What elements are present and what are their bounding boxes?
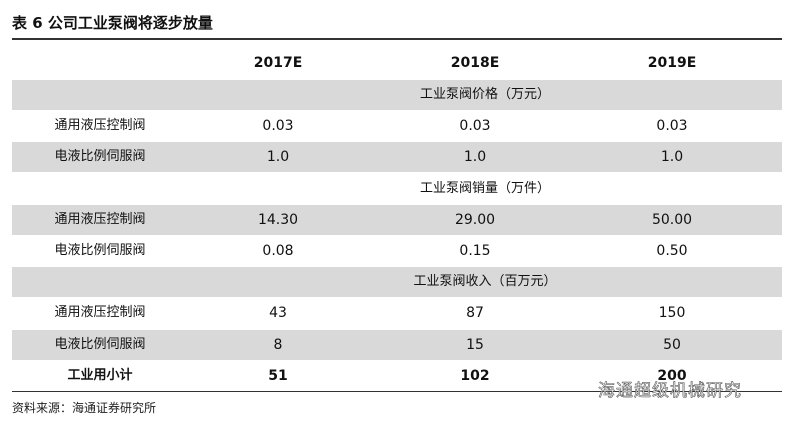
value-cell: 200 xyxy=(657,367,687,384)
value-cell: 8 xyxy=(273,336,283,353)
subtotal-row: 工业用小计 51 102 200 xyxy=(12,360,782,391)
value-cell: 1.0 xyxy=(463,149,487,166)
row-label: 通用液压控制阀 xyxy=(54,211,146,227)
value-cell: 51 xyxy=(268,367,288,384)
value-cell: 0.03 xyxy=(459,118,491,135)
value-cell: 29.00 xyxy=(454,211,496,228)
table-title: 表 6 公司工业泵阀将逐步放量 xyxy=(12,14,213,32)
value-cell: 15 xyxy=(466,336,484,353)
row-label: 工业用小计 xyxy=(67,367,133,383)
column-header: 2017E xyxy=(253,55,303,71)
section-row: 工业泵阀收入（百万元） xyxy=(12,267,782,298)
row-label: 通用液压控制阀 xyxy=(54,305,146,321)
row-label: 电液比例伺服阀 xyxy=(54,149,146,165)
value-cell: 0.03 xyxy=(656,118,688,135)
value-cell: 50.00 xyxy=(651,211,693,228)
data-row: 通用液压控制阀 14.30 29.00 50.00 xyxy=(12,204,782,235)
row-label: 电液比例伺服阀 xyxy=(54,336,146,352)
watermark: 海通超级机械研究 xyxy=(598,381,742,402)
header-row: 2017E 2018E 2019E xyxy=(12,48,782,78)
value-cell: 50 xyxy=(663,336,681,353)
section-title: 工业泵阀价格（万元） xyxy=(419,87,550,102)
value-cell: 1.0 xyxy=(660,149,684,166)
bottom-rule xyxy=(12,391,782,392)
section-row: 工业泵阀价格（万元） xyxy=(12,80,782,110)
data-row: 通用液压控制阀 0.03 0.03 0.03 xyxy=(12,111,782,142)
value-cell: 0.08 xyxy=(262,243,294,259)
value-cell: 0.15 xyxy=(459,243,491,259)
row-label: 电液比例伺服阀 xyxy=(54,243,146,258)
value-cell: 0.50 xyxy=(656,243,688,259)
section-title: 工业泵阀收入（百万元） xyxy=(413,274,557,290)
value-cell: 0.03 xyxy=(262,118,294,135)
value-cell: 1.0 xyxy=(266,149,290,166)
data-row: 通用液压控制阀 43 87 150 xyxy=(12,298,782,329)
column-header: 2019E xyxy=(647,55,697,71)
value-cell: 14.30 xyxy=(257,211,299,228)
data-row: 电液比例伺服阀 1.0 1.0 1.0 xyxy=(12,142,782,173)
top-rule xyxy=(12,38,782,40)
value-cell: 150 xyxy=(658,305,686,322)
source-note: 资料来源：海通证券研究所 xyxy=(12,401,157,415)
value-cell: 43 xyxy=(269,305,287,322)
value-cell: 102 xyxy=(460,367,490,384)
row-label: 通用液压控制阀 xyxy=(54,118,146,134)
column-header: 2018E xyxy=(450,55,500,71)
data-row: 电液比例伺服阀 0.08 0.15 0.50 xyxy=(12,236,782,266)
section-row: 工业泵阀销量（万件） xyxy=(12,173,782,204)
data-row: 电液比例伺服阀 8 15 50 xyxy=(12,329,782,360)
section-title: 工业泵阀销量（万件） xyxy=(419,180,550,196)
value-cell: 87 xyxy=(466,305,484,322)
